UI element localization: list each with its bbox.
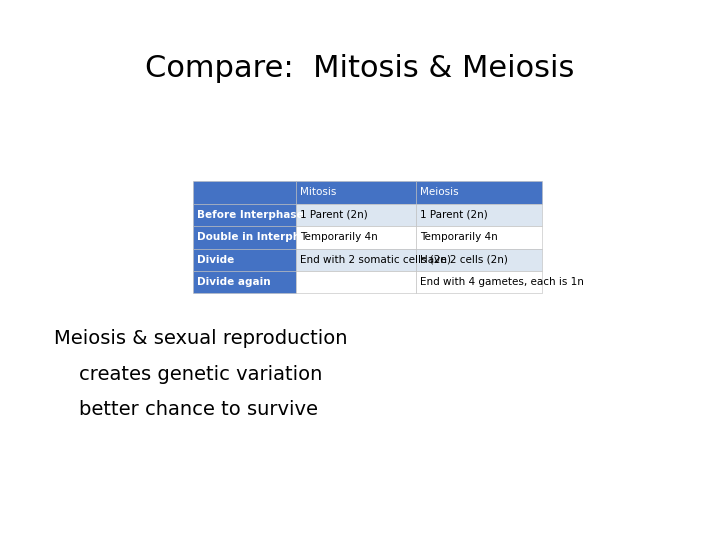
FancyBboxPatch shape [297, 181, 416, 204]
FancyBboxPatch shape [297, 271, 416, 294]
Text: 1 Parent (2n): 1 Parent (2n) [420, 210, 488, 220]
FancyBboxPatch shape [193, 226, 297, 248]
Text: Double in Interphase: Double in Interphase [197, 232, 320, 242]
FancyBboxPatch shape [297, 226, 416, 248]
FancyBboxPatch shape [193, 248, 297, 271]
Text: End with 2 somatic cells (2n): End with 2 somatic cells (2n) [300, 255, 451, 265]
Text: 1 Parent (2n): 1 Parent (2n) [300, 210, 368, 220]
FancyBboxPatch shape [193, 271, 297, 294]
Text: better chance to survive: better chance to survive [54, 400, 318, 419]
FancyBboxPatch shape [193, 181, 297, 204]
Text: Divide again: Divide again [197, 277, 271, 287]
Text: Before Interphase: Before Interphase [197, 210, 304, 220]
Text: Divide: Divide [197, 255, 235, 265]
FancyBboxPatch shape [416, 271, 542, 294]
Text: Temporarily 4n: Temporarily 4n [300, 232, 378, 242]
Text: creates genetic variation: creates genetic variation [54, 364, 323, 383]
FancyBboxPatch shape [297, 248, 416, 271]
FancyBboxPatch shape [416, 248, 542, 271]
Text: Meiosis & sexual reproduction: Meiosis & sexual reproduction [54, 329, 348, 348]
Text: Mitosis: Mitosis [300, 187, 337, 198]
FancyBboxPatch shape [297, 204, 416, 226]
Text: End with 4 gametes, each is 1n: End with 4 gametes, each is 1n [420, 277, 584, 287]
FancyBboxPatch shape [416, 181, 542, 204]
FancyBboxPatch shape [416, 226, 542, 248]
Text: Compare:  Mitosis & Meiosis: Compare: Mitosis & Meiosis [145, 54, 575, 83]
FancyBboxPatch shape [193, 204, 297, 226]
Text: Temporarily 4n: Temporarily 4n [420, 232, 498, 242]
Text: Meiosis: Meiosis [420, 187, 459, 198]
FancyBboxPatch shape [416, 204, 542, 226]
Text: Have 2 cells (2n): Have 2 cells (2n) [420, 255, 508, 265]
